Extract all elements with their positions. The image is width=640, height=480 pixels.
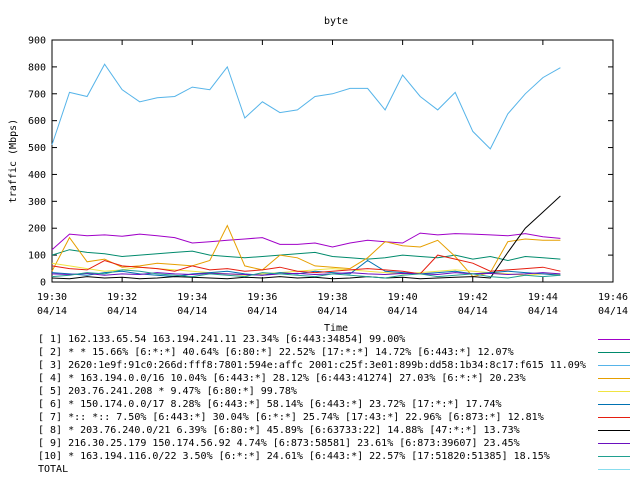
series-lines [51,63,561,280]
y-tick-label: 0 [40,278,46,289]
legend-label: [ 8] * 203.76.240.0/21 6.39% [6:80:*] 45… [38,425,520,436]
legend-label: [10] * 163.194.116.0/22 3.50% [6:*:*] 24… [38,451,550,462]
series-line-3 [51,63,561,150]
x-tick-label-time: 19:42 [458,292,488,303]
chart: byte 0 100 200 300 400 500 600 700 800 900 19:30 0… [8,16,628,333]
series-line-1 [51,232,561,251]
y-tick-label: 200 [28,224,46,235]
x-tick-label-time: 19:44 [528,292,558,303]
legend-swatch [598,391,630,392]
legend-label: [ 3] 2620:1e9f:91c0:266d:fff8:7801:594e:… [38,360,586,371]
x-tick-label-time: 19:36 [247,292,277,303]
x-tick-label-date: 04/14 [247,306,277,317]
x-tick-label-time: 19:46 [598,292,628,303]
series-line-9 [51,272,561,276]
x-tick-label-date: 04/14 [177,306,207,317]
x-tick-label-time: 19:30 [37,292,67,303]
y-tick-label: 100 [28,251,46,262]
x-tick-label-date: 04/14 [37,306,67,317]
legend-swatch [598,404,630,405]
legend-swatch [598,430,630,431]
legend-label: [ 4] * 163.194.0.0/16 10.04% [6:443:*] 2… [38,373,526,384]
series-line-7 [51,254,561,275]
x-tick-label-date: 04/14 [458,306,488,317]
legend-item: TOTAL [38,463,633,476]
y-tick-label: 500 [28,143,46,154]
x-tick-label-time: 19:32 [107,292,137,303]
series-line-10 [51,269,561,279]
legend: [ 1] 162.133.65.54 163.194.241.11 23.34%… [0,333,640,478]
x-tick-label-date: 04/14 [107,306,137,317]
legend-label: [ 5] 203.76.241.208 * 9.47% [6:80:*] 99.… [38,386,297,397]
x-tick-label-date: 04/14 [528,306,558,317]
legend-label: [ 7] *:: *:: 7.50% [6:443:*] 30.04% [6:*… [38,412,544,423]
legend-item: [ 5] 203.76.241.208 * 9.47% [6:80:*] 99.… [38,385,633,398]
legend-swatch [598,443,630,444]
y-tick-label: 700 [28,89,46,100]
legend-label: TOTAL [38,464,69,475]
x-tick-label-time: 19:38 [317,292,347,303]
legend-swatch [598,469,630,470]
y-tick-label: 900 [28,36,46,47]
plot-area [51,39,614,283]
series-line-4 [51,224,561,278]
series-line-2 [51,249,561,262]
chart-title: byte [324,16,348,27]
legend-label: [ 6] * 150.174.0.0/17 8.28% [6:443:*] 58… [38,399,502,410]
legend-swatch [598,339,630,340]
legend-label: [ 9] 216.30.25.179 150.174.56.92 4.74% [… [38,438,520,449]
y-axis-label: traffic (Mbps) [8,119,19,203]
legend-swatch [598,378,630,379]
legend-label: [ 2] * * 15.66% [6:*:*] 40.64% [6:80:*] … [38,347,514,358]
y-axis: 0 100 200 300 400 500 600 700 800 900 [28,36,613,289]
legend-item: [ 2] * * 15.66% [6:*:*] 40.64% [6:80:*] … [38,346,633,359]
legend-item: [10] * 163.194.116.0/22 3.50% [6:*:*] 24… [38,450,633,463]
legend-item: [ 4] * 163.194.0.0/16 10.04% [6:443:*] 2… [38,372,633,385]
legend-item: [ 3] 2620:1e9f:91c0:266d:fff8:7801:594e:… [38,359,633,372]
x-axis: 19:30 04/14 19:32 04/14 19:34 04/14 19:36 04/14… [37,40,628,317]
y-tick-label: 300 [28,197,46,208]
legend-item: [ 6] * 150.174.0.0/17 8.28% [6:443:*] 58… [38,398,633,411]
legend-item: [ 7] *:: *:: 7.50% [6:443:*] 30.04% [6:*… [38,411,633,424]
x-axis-label: Time [324,323,348,333]
x-tick-label-time: 19:40 [388,292,418,303]
y-tick-label: 400 [28,170,46,181]
legend-label: [ 1] 162.133.65.54 163.194.241.11 23.34%… [38,334,406,345]
legend-item: [ 9] 216.30.25.179 150.174.56.92 4.74% [… [38,437,633,450]
series-line-5 [51,262,561,276]
legend-item: [ 8] * 203.76.240.0/21 6.39% [6:80:*] 45… [38,424,633,437]
x-tick-label-time: 19:34 [177,292,207,303]
y-tick-label: 800 [28,62,46,73]
legend-swatch [598,456,630,457]
legend-swatch [598,352,630,353]
x-tick-label-date: 04/14 [598,306,628,317]
legend-swatch [598,417,630,418]
x-tick-label-date: 04/14 [317,306,347,317]
series-line-8 [51,195,561,280]
legend-item: [ 1] 162.133.65.54 163.194.241.11 23.34%… [38,333,633,346]
x-tick-label-date: 04/14 [388,306,418,317]
y-tick-label: 600 [28,116,46,127]
legend-swatch [598,365,630,366]
